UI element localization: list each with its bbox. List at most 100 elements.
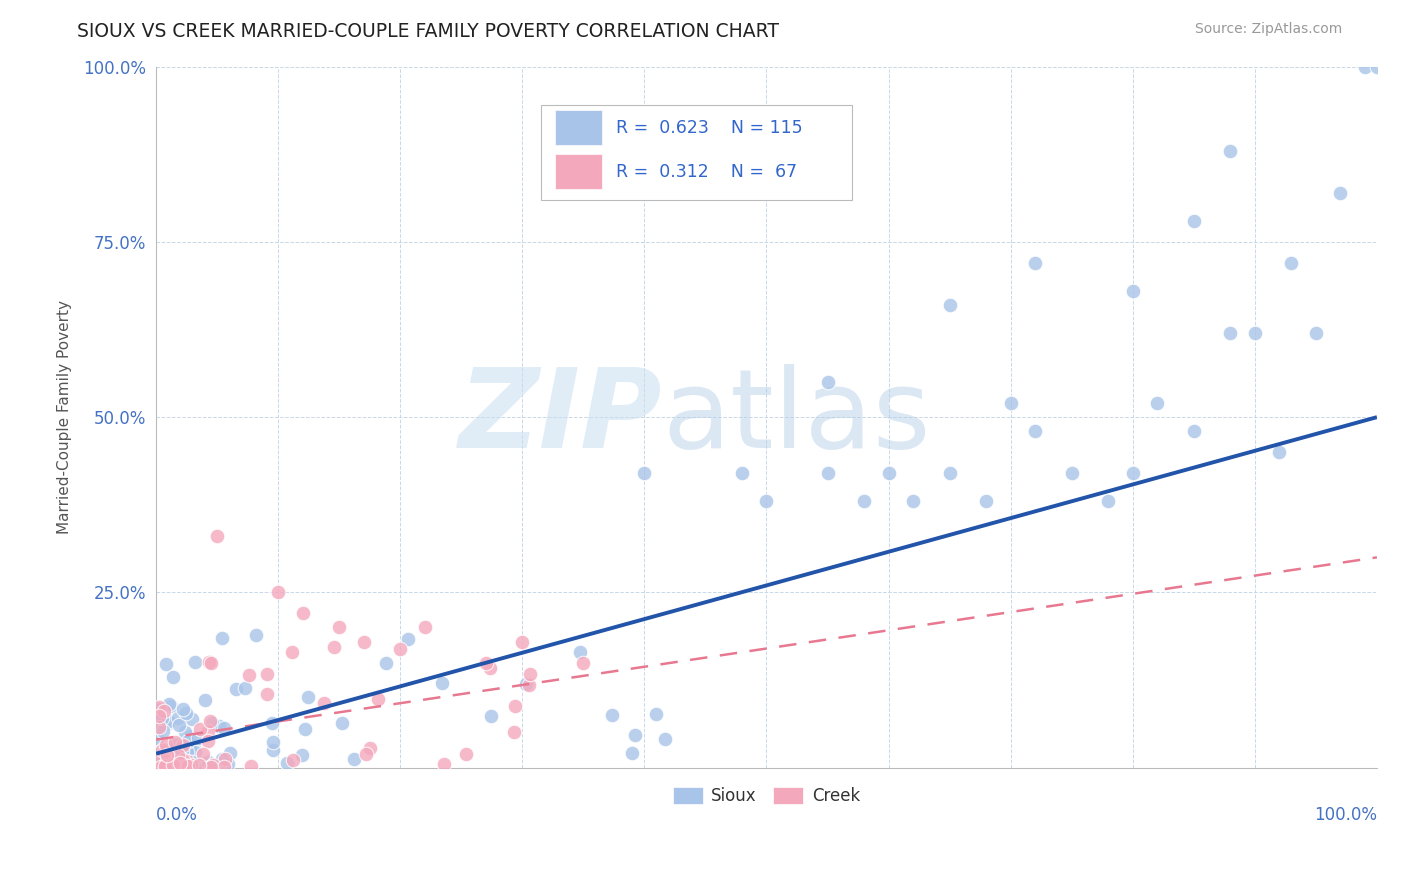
Point bbox=[238, 668, 260, 682]
Point bbox=[1182, 424, 1205, 438]
Point bbox=[654, 731, 676, 746]
Point bbox=[181, 755, 204, 769]
Text: atlas: atlas bbox=[662, 364, 931, 471]
FancyBboxPatch shape bbox=[555, 110, 602, 145]
Point bbox=[146, 753, 169, 767]
Point bbox=[162, 760, 184, 774]
Point bbox=[198, 760, 221, 774]
Point bbox=[853, 494, 876, 508]
Point bbox=[156, 716, 179, 731]
Point bbox=[166, 737, 188, 751]
Point bbox=[200, 715, 222, 730]
Point bbox=[1122, 467, 1144, 481]
Point bbox=[167, 711, 190, 725]
Point bbox=[1219, 326, 1241, 340]
Point bbox=[633, 467, 655, 481]
Point bbox=[291, 748, 314, 763]
Point bbox=[155, 657, 177, 672]
Point bbox=[262, 742, 284, 756]
Point bbox=[374, 657, 396, 671]
Point bbox=[413, 620, 436, 634]
Point bbox=[172, 753, 194, 767]
Point bbox=[200, 656, 222, 670]
Point bbox=[188, 722, 211, 736]
Point bbox=[197, 734, 219, 748]
Point bbox=[1354, 60, 1376, 74]
Point bbox=[1146, 396, 1168, 410]
Point bbox=[503, 725, 526, 739]
Point bbox=[343, 752, 366, 766]
Text: Source: ZipAtlas.com: Source: ZipAtlas.com bbox=[1195, 22, 1343, 37]
Point bbox=[174, 725, 197, 739]
Point bbox=[197, 756, 219, 770]
Point bbox=[1281, 256, 1303, 270]
Point bbox=[211, 752, 233, 766]
Point bbox=[174, 706, 197, 721]
Point bbox=[219, 746, 242, 760]
Point bbox=[519, 667, 541, 681]
Point bbox=[755, 494, 778, 508]
Text: R =  0.312    N =  67: R = 0.312 N = 67 bbox=[616, 162, 797, 181]
Point bbox=[156, 754, 179, 768]
Point bbox=[211, 632, 233, 646]
Point bbox=[148, 708, 170, 723]
Point bbox=[974, 494, 997, 508]
Point bbox=[153, 758, 176, 772]
Point bbox=[212, 760, 235, 774]
Point bbox=[256, 667, 278, 681]
Point bbox=[162, 669, 184, 683]
Point bbox=[184, 655, 207, 669]
Point bbox=[510, 634, 533, 648]
Point bbox=[169, 759, 191, 773]
Point bbox=[183, 739, 205, 754]
Point bbox=[212, 721, 235, 735]
Point bbox=[291, 607, 314, 621]
Point bbox=[170, 739, 193, 754]
Point bbox=[156, 748, 179, 763]
Point bbox=[503, 699, 526, 714]
Text: 100.0%: 100.0% bbox=[1315, 806, 1376, 824]
Point bbox=[217, 756, 239, 771]
Point bbox=[938, 467, 960, 481]
Point bbox=[517, 678, 540, 692]
Point bbox=[156, 743, 179, 757]
Point bbox=[877, 467, 900, 481]
Y-axis label: Married-Couple Family Poverty: Married-Couple Family Poverty bbox=[58, 300, 72, 534]
Point bbox=[176, 758, 198, 772]
Point bbox=[163, 753, 186, 767]
Point bbox=[1268, 445, 1291, 459]
Point bbox=[1243, 326, 1265, 340]
Point bbox=[153, 759, 176, 773]
Point bbox=[198, 714, 221, 728]
Point bbox=[153, 704, 176, 718]
Point bbox=[267, 585, 290, 599]
Point bbox=[176, 746, 198, 760]
Point bbox=[162, 757, 184, 772]
Point bbox=[938, 298, 960, 312]
Point bbox=[177, 759, 200, 773]
Point bbox=[256, 687, 278, 701]
Point bbox=[191, 747, 214, 762]
Point bbox=[172, 756, 194, 770]
Point bbox=[294, 722, 316, 736]
Point bbox=[149, 760, 172, 774]
Point bbox=[353, 634, 375, 648]
FancyBboxPatch shape bbox=[555, 154, 602, 189]
Point bbox=[1060, 467, 1083, 481]
Point bbox=[214, 751, 236, 765]
Point bbox=[515, 677, 537, 691]
Point bbox=[179, 729, 201, 743]
Point bbox=[160, 699, 183, 714]
Point bbox=[167, 718, 190, 732]
Point bbox=[157, 714, 180, 728]
Point bbox=[172, 702, 194, 716]
Point bbox=[817, 467, 839, 481]
Point bbox=[367, 691, 389, 706]
Point bbox=[208, 719, 231, 733]
Point bbox=[1122, 284, 1144, 298]
Point bbox=[602, 707, 624, 722]
Point bbox=[322, 640, 344, 655]
Point bbox=[1219, 144, 1241, 158]
Point bbox=[177, 759, 200, 773]
Point bbox=[198, 655, 221, 669]
